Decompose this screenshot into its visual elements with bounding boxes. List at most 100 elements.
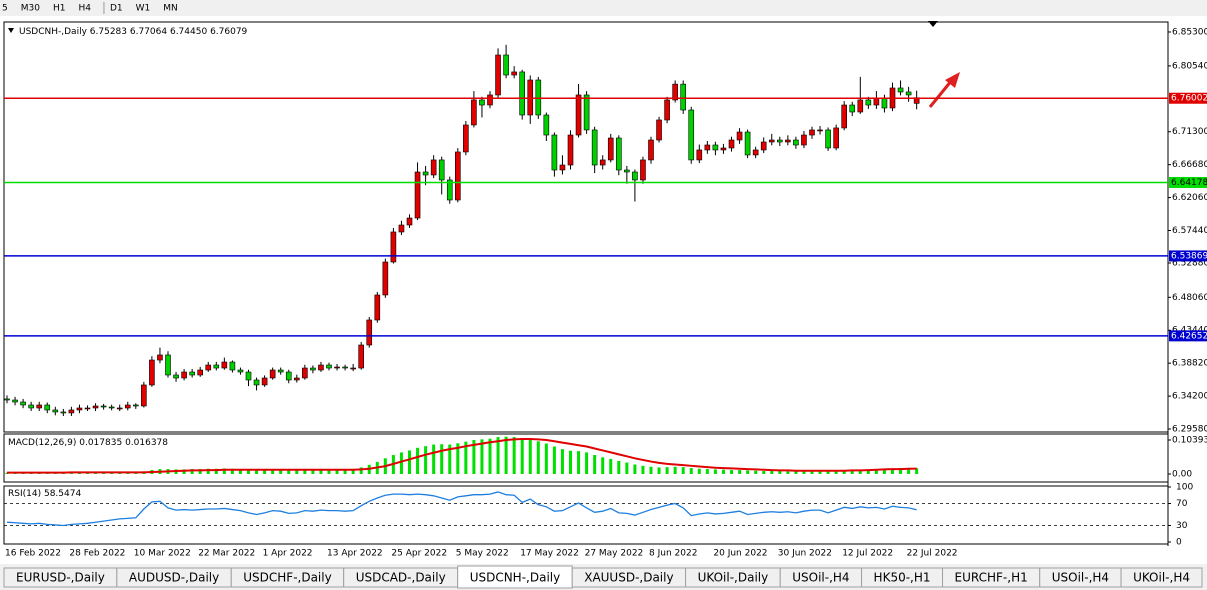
x-tick-label: 22 Mar 2022 [198, 549, 255, 559]
candle-body [205, 364, 212, 371]
macd-bar [440, 444, 444, 474]
candle-body [857, 99, 864, 113]
candle-body [446, 179, 453, 201]
macd-bar [899, 468, 903, 474]
tab-label[interactable]: USDCHF-,Daily [243, 571, 331, 585]
candle-body [60, 411, 67, 414]
timeframe-button[interactable]: MN [163, 4, 178, 14]
candle-body [406, 217, 413, 226]
x-tick-label: 22 Jul 2022 [907, 549, 958, 559]
macd-bar [891, 468, 894, 474]
macd-bar [255, 470, 259, 474]
candle-body [511, 71, 517, 76]
y-tick-label: 6.62060 [1172, 193, 1207, 203]
y-tick-label: 100 [1176, 482, 1193, 492]
candle-body [20, 401, 26, 406]
candle-body [567, 134, 574, 166]
macd-bar [472, 439, 476, 474]
candle-body [672, 83, 678, 101]
macd-bar [214, 468, 218, 474]
tab-label[interactable]: USOil-,H4 [792, 571, 849, 585]
y-tick-label: 0.00 [1172, 469, 1192, 479]
macd-bar [399, 452, 403, 474]
macd-bar [754, 470, 758, 474]
macd-bar [222, 468, 226, 474]
candle-body [768, 139, 775, 143]
candle-body [221, 361, 228, 369]
macd-bar [770, 471, 774, 474]
candle-body [551, 134, 558, 171]
macd-bar [456, 443, 460, 474]
macd-bar [577, 451, 581, 474]
macd-bar [287, 470, 291, 474]
timeframe-button[interactable]: D1 [110, 4, 123, 14]
chart-header: USDCNH-,Daily 6.75283 6.77064 6.74450 6.… [19, 27, 248, 37]
candle-body [149, 359, 155, 386]
candle-body [390, 231, 397, 263]
candle-body [543, 114, 550, 136]
tab-label[interactable]: USDCAD-,Daily [356, 571, 446, 585]
candle-body [728, 139, 735, 149]
timeframe-button[interactable]: W1 [136, 4, 151, 14]
macd-bar [810, 471, 814, 474]
candle-body [173, 374, 179, 379]
macd-header: MACD(12,26,9) 0.017835 0.016378 [8, 438, 168, 448]
ohlc-value: 6.74450 [170, 27, 207, 37]
macd-bar [464, 441, 468, 474]
macd-bar [335, 469, 339, 474]
candle-body [68, 409, 75, 414]
macd-bar [617, 460, 621, 474]
candle-body [293, 377, 300, 381]
candle-body [358, 344, 365, 369]
candle-body [897, 87, 904, 93]
y-tick-label: 6.29580 [1172, 425, 1207, 435]
candle-body [704, 144, 711, 151]
macd-bar [786, 471, 790, 474]
tab-label[interactable]: UKOil-,H4 [1133, 571, 1190, 585]
y-tick-label: 6.48060 [1172, 293, 1207, 303]
candle-body [905, 91, 912, 96]
candle-body [696, 149, 703, 161]
candle-body [607, 137, 614, 161]
y-tick-label: 6.34200 [1172, 392, 1207, 402]
macd-bar [448, 444, 452, 474]
macd-bar [311, 469, 315, 474]
candle-body [213, 364, 220, 369]
x-tick-label: 16 Feb 2022 [5, 549, 61, 559]
candle-body [108, 406, 115, 409]
tab-label[interactable]: USOil-,H4 [1052, 571, 1109, 585]
tab[interactable] [1120, 567, 1203, 588]
tab-label[interactable]: AUDUSD-,Daily [129, 571, 219, 585]
ohlc-value: 6.76079 [210, 27, 247, 37]
tab-label[interactable]: EURUSD-,Daily [16, 571, 105, 585]
candle-body [664, 99, 670, 121]
candle-body [141, 384, 147, 407]
y-tick-label: 0 [1176, 538, 1182, 548]
candle-body [583, 94, 590, 131]
macd-bar [625, 462, 629, 474]
macd-bar [480, 439, 484, 474]
tab-label[interactable]: UKOil-,Daily [698, 571, 769, 585]
candle-body [632, 171, 638, 181]
timeframe-button[interactable]: H1 [53, 4, 66, 14]
macd-bar [238, 469, 242, 474]
menu-marker [8, 28, 14, 33]
timeframe-button[interactable]: 5 [2, 4, 8, 14]
candle-body [374, 294, 381, 321]
tab-label[interactable]: USDCNH-,Daily [470, 571, 561, 585]
rsi-value: 58.5474 [44, 489, 81, 499]
tab-label[interactable]: EURCHF-,H1 [955, 571, 1028, 585]
tab-label[interactable]: HK50-,H1 [874, 571, 931, 585]
tab-label[interactable]: XAUUSD-,Daily [584, 571, 673, 585]
y-tick-label: 6.57440 [1172, 226, 1207, 236]
macd-bar [730, 470, 733, 474]
indicator-title: MACD(12,26,9) [8, 438, 76, 448]
timeframe-button[interactable]: M30 [21, 4, 40, 14]
x-tick-label: 8 Jun 2022 [649, 549, 697, 559]
candle-body [873, 97, 880, 106]
candle-body [825, 129, 831, 149]
timeframe-button[interactable]: H4 [78, 4, 91, 14]
candle-body [801, 134, 807, 146]
macd-bar [609, 458, 613, 474]
